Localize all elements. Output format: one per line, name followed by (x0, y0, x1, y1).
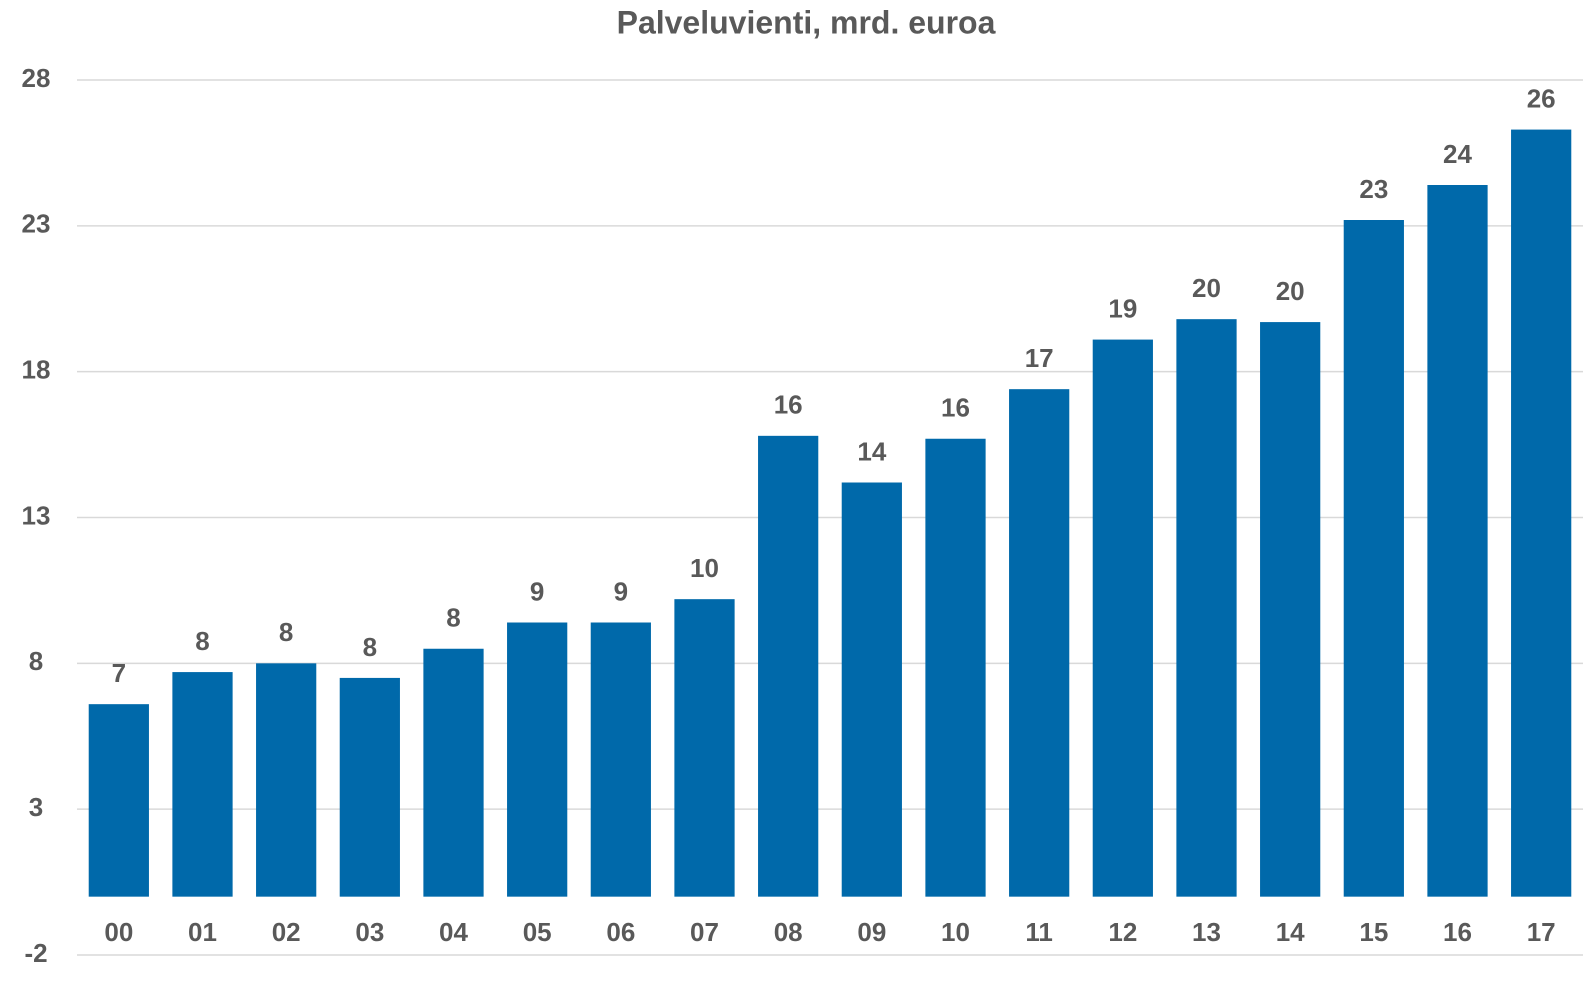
data-label: 19 (1108, 293, 1137, 323)
data-label: 24 (1443, 139, 1472, 169)
x-tick-label: 00 (104, 917, 133, 947)
y-tick-label: 23 (22, 209, 51, 239)
data-label: 9 (614, 576, 628, 606)
data-label: 10 (690, 553, 719, 583)
bar (758, 435, 819, 897)
y-tick-label: 18 (22, 355, 51, 385)
bar (1427, 185, 1488, 897)
x-tick-label: 09 (857, 917, 886, 947)
data-label: 20 (1276, 276, 1305, 306)
y-tick-label: 28 (22, 63, 51, 93)
data-label: 8 (279, 617, 293, 647)
bar (88, 704, 149, 897)
bar (1343, 220, 1404, 897)
x-tick-label: 10 (941, 917, 970, 947)
x-tick-label: 05 (523, 917, 552, 947)
x-tick-label: 17 (1527, 917, 1556, 947)
bar (841, 482, 902, 897)
x-tick-label: 15 (1359, 917, 1388, 947)
data-label: 26 (1527, 83, 1556, 113)
bar (423, 648, 484, 897)
bar (507, 622, 568, 897)
chart-title: Palveluvienti, mrd. euroa (617, 4, 996, 40)
bar (172, 672, 233, 897)
x-tick-label: 14 (1276, 917, 1305, 947)
y-tick-label: 8 (29, 646, 43, 676)
data-label: 16 (774, 390, 803, 420)
bar (590, 622, 651, 897)
data-label: 9 (530, 576, 544, 606)
bar (1176, 319, 1237, 897)
y-tick-label: -2 (24, 938, 47, 968)
bar (339, 677, 400, 897)
bar (674, 599, 735, 897)
bar (1009, 389, 1070, 897)
y-tick-label: 13 (22, 500, 51, 530)
bar (925, 438, 986, 897)
x-tick-label: 07 (690, 917, 719, 947)
x-tick-label: 16 (1443, 917, 1472, 947)
bar (1511, 129, 1572, 897)
x-tick-label: 08 (774, 917, 803, 947)
data-label: 8 (446, 603, 460, 633)
data-label: 8 (195, 626, 209, 656)
y-tick-label: 3 (29, 792, 43, 822)
x-tick-label: 12 (1108, 917, 1137, 947)
x-tick-label: 01 (188, 917, 217, 947)
bar (1092, 339, 1153, 897)
x-tick-label: 04 (439, 917, 468, 947)
data-label: 16 (941, 393, 970, 423)
bar (256, 663, 317, 897)
data-label: 17 (1025, 343, 1054, 373)
data-label: 8 (363, 632, 377, 662)
data-label: 14 (857, 436, 886, 466)
bar (1260, 322, 1321, 897)
x-tick-label: 02 (272, 917, 301, 947)
data-label: 23 (1359, 174, 1388, 204)
x-tick-label: 13 (1192, 917, 1221, 947)
data-label: 7 (112, 658, 126, 688)
data-label: 20 (1192, 273, 1221, 303)
x-tick-label: 11 (1025, 917, 1053, 947)
x-tick-label: 03 (355, 917, 384, 947)
x-tick-label: 06 (606, 917, 635, 947)
